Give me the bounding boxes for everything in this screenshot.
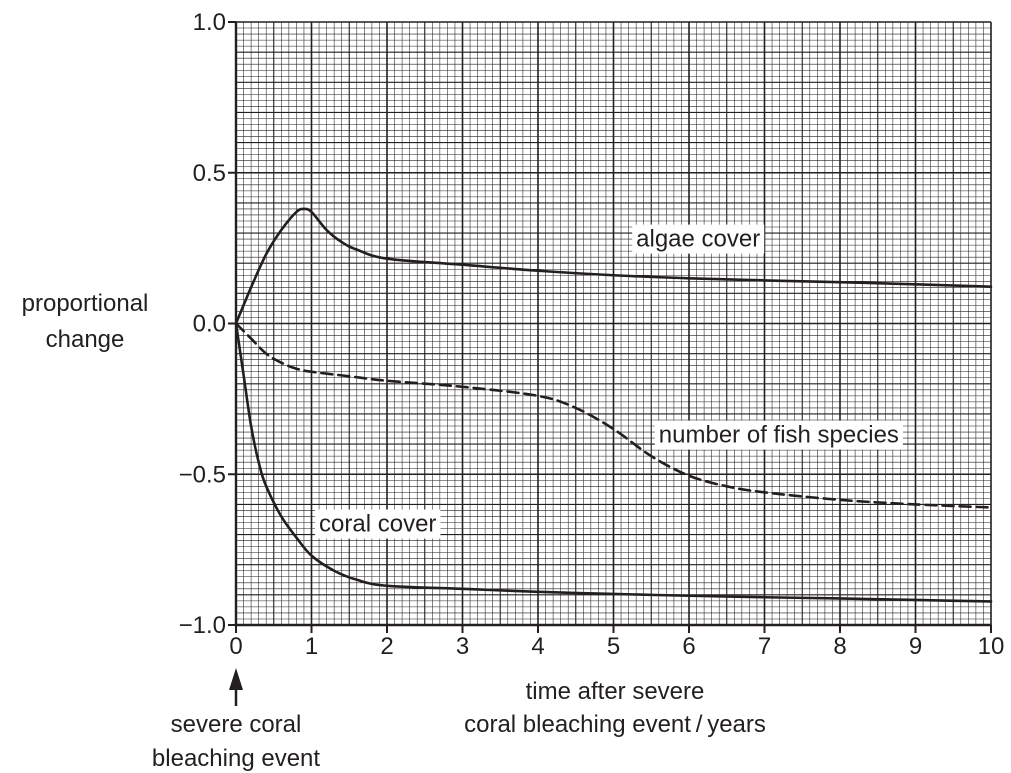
x-axis-label-line-1: time after severe [526, 678, 705, 705]
series-label-coral-cover: coral cover [319, 511, 436, 538]
event-annotation: severe coral bleaching event [152, 668, 320, 772]
series-label-algae-cover: algae cover [636, 226, 760, 253]
x-tick-label: 3 [456, 633, 469, 660]
series-line-coral-cover [234, 322, 993, 603]
event-label-line-1: severe coral [171, 711, 302, 738]
y-axis-label-line-1: proportional [22, 290, 149, 317]
x-tick-label: 9 [909, 633, 922, 660]
y-tick-label: −0.5 [179, 461, 226, 488]
y-axis-label-line-2: change [46, 326, 125, 353]
x-tick-label: 10 [978, 633, 1005, 660]
x-tick-label: 2 [380, 633, 393, 660]
series-line-number-of-fish-species [234, 322, 993, 509]
y-tick-label: 1.0 [193, 9, 226, 36]
y-tick-label: 0.0 [193, 311, 226, 338]
x-tick-label: 4 [531, 633, 544, 660]
x-tick-label: 8 [833, 633, 846, 660]
x-tick-label: 7 [758, 633, 771, 660]
x-tick-label: 0 [229, 633, 242, 660]
y-tick-label: 0.5 [193, 160, 226, 187]
axes: −1.0 −0.5 0.0 0.5 1.0 0 1 2 3 4 5 6 7 8 9 10 [179, 9, 1005, 660]
series-label-bg-number-of-fish-species [654, 420, 903, 450]
x-tick-label: 6 [682, 633, 695, 660]
series-layer [234, 207, 993, 603]
series-labels: algae cover number of fish species coral c… [315, 224, 903, 539]
x-tick-label: 5 [607, 633, 620, 660]
x-axis-label-line-2: coral bleaching event / years [464, 711, 766, 738]
series-label-bg-coral-cover [315, 509, 441, 539]
series-line-algae-cover [234, 207, 993, 325]
series-label-bg-algae-cover [632, 224, 765, 254]
series-label-number-of-fish-species: number of fish species [659, 422, 899, 449]
event-arrow-head [229, 668, 243, 690]
y-tick-label: −1.0 [179, 612, 226, 639]
x-tick-label: 1 [305, 633, 318, 660]
event-label-line-2: bleaching event [152, 745, 320, 772]
